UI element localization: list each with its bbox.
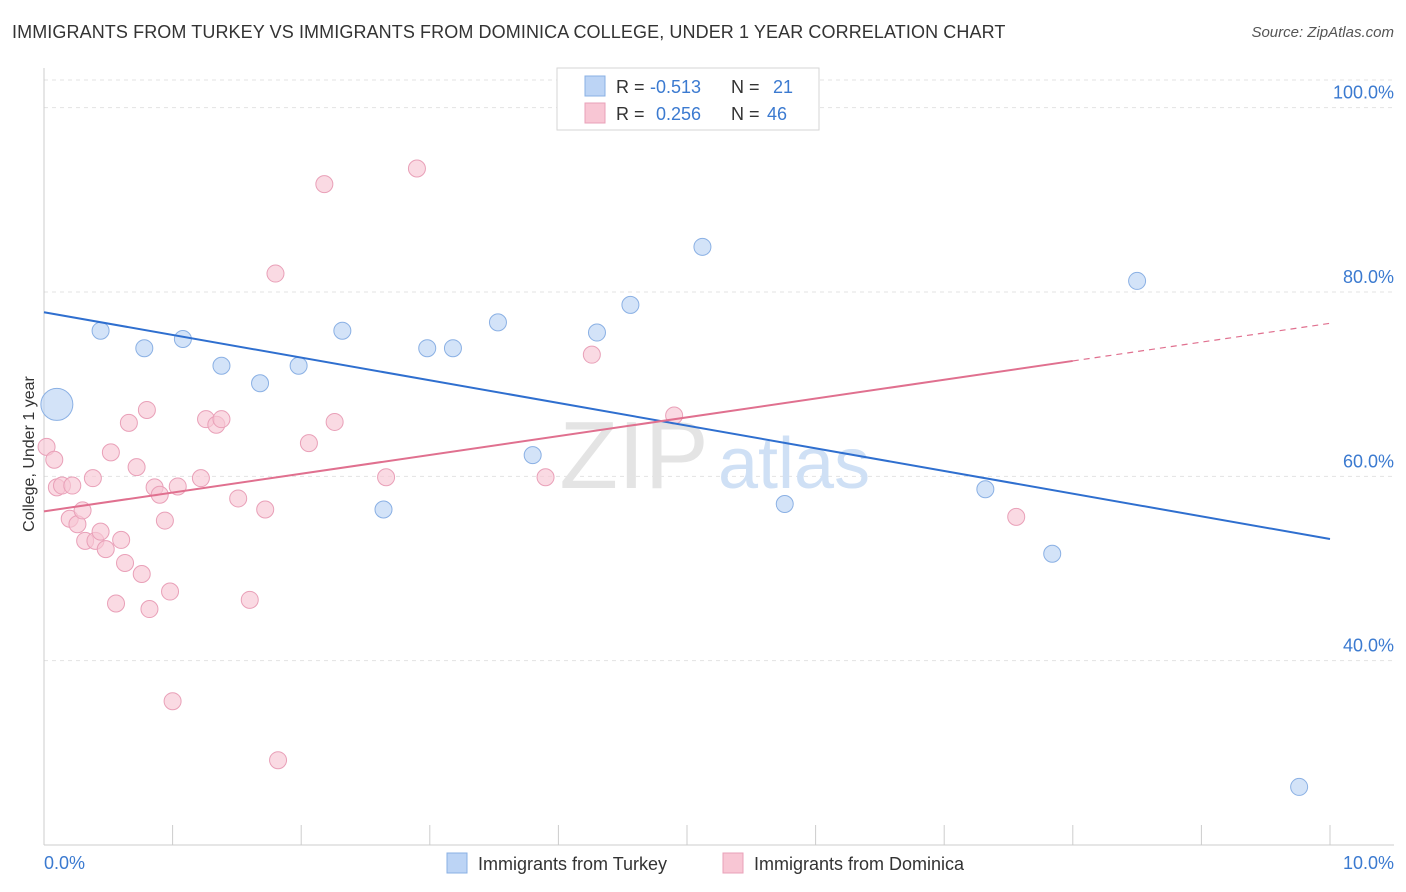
trend-lines <box>43 311 1331 540</box>
point-turkey <box>775 494 794 513</box>
point-turkey <box>333 321 352 340</box>
series-turkey <box>40 237 1309 796</box>
legend-r-label-turkey: R = <box>616 77 645 97</box>
point-turkey <box>212 356 231 375</box>
point-turkey <box>443 339 462 358</box>
y-tick-label: 40.0% <box>1343 636 1394 656</box>
point-dominica <box>127 458 146 477</box>
point-turkey <box>488 313 507 332</box>
point-dominica <box>83 469 102 488</box>
point-dominica <box>107 594 126 613</box>
bottom-legend-label-dominica: Immigrants from Dominica <box>754 854 965 874</box>
point-dominica <box>63 476 82 495</box>
point-turkey <box>173 329 192 348</box>
point-dominica <box>116 553 135 572</box>
point-turkey <box>91 321 110 340</box>
axes <box>43 68 1394 846</box>
legend-r-label-dominica: R = <box>616 104 645 124</box>
point-dominica <box>315 175 334 194</box>
bottom-legend-swatch-dominica <box>722 852 744 874</box>
trend-line-turkey <box>43 311 1331 540</box>
trend-line-dominica <box>43 359 1073 513</box>
point-turkey <box>693 237 712 256</box>
point-turkey <box>135 339 154 358</box>
point-dominica <box>269 751 288 770</box>
point-dominica <box>132 565 151 584</box>
legend-swatch-turkey <box>584 75 606 97</box>
point-turkey <box>621 295 640 314</box>
watermark-atlas: atlas <box>718 424 870 504</box>
point-turkey <box>587 323 606 342</box>
legend-r-value-turkey: -0.513 <box>650 77 701 97</box>
point-dominica <box>299 434 318 453</box>
y-tick-labels: 40.0% 60.0% 80.0% 100.0% <box>1333 83 1394 656</box>
point-dominica <box>161 582 180 601</box>
point-dominica <box>119 413 138 432</box>
point-dominica <box>91 522 110 541</box>
y-tick-label: 80.0% <box>1343 267 1394 287</box>
point-turkey <box>374 500 393 519</box>
point-turkey <box>418 339 437 358</box>
point-dominica <box>140 600 159 619</box>
point-turkey <box>523 446 542 465</box>
chart-title: IMMIGRANTS FROM TURKEY VS IMMIGRANTS FRO… <box>12 22 1006 42</box>
point-turkey <box>40 387 74 421</box>
point-dominica <box>112 530 131 549</box>
point-turkey <box>289 356 308 375</box>
point-dominica <box>377 468 396 487</box>
point-turkey <box>1128 271 1147 290</box>
point-dominica <box>229 489 248 508</box>
point-dominica <box>45 450 64 469</box>
point-dominica <box>256 500 275 519</box>
point-turkey <box>1043 544 1062 563</box>
y-tick-label: 100.0% <box>1333 83 1394 103</box>
point-dominica <box>212 410 231 429</box>
point-dominica <box>325 412 344 431</box>
point-dominica <box>101 443 120 462</box>
point-dominica <box>163 692 182 711</box>
point-dominica <box>1007 507 1026 526</box>
point-turkey <box>1290 777 1309 796</box>
legend-n-value-dominica: 46 <box>767 104 787 124</box>
point-dominica <box>536 468 555 487</box>
bottom-legend-label-turkey: Immigrants from Turkey <box>478 854 667 874</box>
trend-line-dominica-extension <box>1072 322 1331 362</box>
point-dominica <box>240 590 259 609</box>
y-axis-label: College, Under 1 year <box>21 376 38 532</box>
point-dominica <box>407 159 426 178</box>
point-dominica <box>137 400 156 419</box>
legend-swatch-dominica <box>584 102 606 124</box>
legend-n-label-turkey: N = <box>731 77 760 97</box>
point-dominica <box>266 264 285 283</box>
x-tick-label-min: 0.0% <box>44 853 85 873</box>
point-turkey <box>251 374 270 393</box>
watermark: ZIP atlas <box>559 402 870 509</box>
point-dominica <box>191 469 210 488</box>
point-dominica <box>96 540 115 559</box>
series-dominica <box>37 159 1026 770</box>
legend-r-value-dominica: 0.256 <box>656 104 701 124</box>
gridlines <box>44 79 1394 662</box>
point-dominica <box>155 511 174 530</box>
bottom-legend-swatch-turkey <box>446 852 468 874</box>
chart-source: Source: ZipAtlas.com <box>1251 24 1394 41</box>
watermark-zip: ZIP <box>559 402 708 509</box>
legend-box: R = -0.513 N = 21 R = 0.256 N = 46 <box>556 67 820 131</box>
point-dominica <box>582 345 601 364</box>
x-tick-label-max: 10.0% <box>1343 853 1394 873</box>
bottom-legend: Immigrants from Turkey Immigrants from D… <box>446 852 965 874</box>
y-tick-label: 60.0% <box>1343 451 1394 471</box>
point-turkey <box>976 480 995 499</box>
legend-n-label-dominica: N = <box>731 104 760 124</box>
legend-n-value-turkey: 21 <box>773 77 793 97</box>
